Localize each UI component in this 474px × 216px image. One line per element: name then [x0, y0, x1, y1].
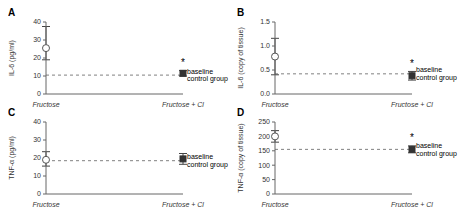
svg-text:*: *: [181, 57, 185, 68]
svg-text:100: 100: [258, 162, 270, 169]
svg-text:IL-6 (pg/ml): IL-6 (pg/ml): [8, 40, 16, 76]
svg-text:Fructose: Fructose: [261, 201, 288, 208]
svg-text:250: 250: [258, 118, 270, 125]
html-text:C: C: [8, 107, 16, 118]
svg-text:baselinecontrol group: baselinecontrol group: [187, 153, 228, 169]
svg-text:Fructose + Cl: Fructose + Cl: [162, 101, 204, 108]
svg-text:200: 200: [258, 133, 270, 140]
svg-text:0.0: 0.0: [260, 90, 270, 97]
svg-text:30: 30: [33, 136, 41, 143]
svg-text:20: 20: [33, 54, 41, 61]
svg-text:TNF-α (pg/ml): TNF-α (pg/ml): [8, 136, 16, 180]
svg-text:TNF-α (copy of tissue): TNF-α (copy of tissue): [237, 123, 245, 192]
svg-text:0: 0: [37, 190, 41, 197]
svg-text:10: 10: [33, 172, 41, 179]
svg-text:20: 20: [33, 154, 41, 161]
html-text:D: D: [237, 107, 245, 118]
svg-text:*: *: [410, 132, 414, 143]
html-text:B: B: [237, 7, 245, 18]
svg-text:50: 50: [262, 176, 270, 183]
svg-text:30: 30: [33, 36, 41, 43]
svg-text:0: 0: [37, 90, 41, 97]
svg-text:1.5: 1.5: [260, 18, 270, 25]
svg-text:0: 0: [266, 190, 270, 197]
svg-text:IL-6 (copy of tissue): IL-6 (copy of tissue): [237, 27, 245, 88]
svg-text:baselinecontrol group: baselinecontrol group: [416, 66, 457, 82]
svg-text:Fructose: Fructose: [261, 101, 288, 108]
svg-text:150: 150: [258, 147, 270, 154]
svg-text:*: *: [410, 58, 414, 69]
svg-text:40: 40: [33, 18, 41, 25]
svg-text:baselinecontrol group: baselinecontrol group: [187, 68, 228, 84]
svg-text:Fructose: Fructose: [32, 101, 59, 108]
svg-text:Fructose + Cl: Fructose + Cl: [162, 201, 204, 208]
svg-text:baselinecontrol group: baselinecontrol group: [416, 142, 457, 158]
svg-text:Fructose + Cl: Fructose + Cl: [391, 101, 433, 108]
svg-text:1.0: 1.0: [260, 42, 270, 49]
svg-text:10: 10: [33, 72, 41, 79]
svg-text:Fructose + Cl: Fructose + Cl: [391, 201, 433, 208]
svg-text:Fructose: Fructose: [32, 201, 59, 208]
svg-text:0.5: 0.5: [260, 66, 270, 73]
svg-text:40: 40: [33, 118, 41, 125]
html-text:A: A: [8, 7, 16, 18]
